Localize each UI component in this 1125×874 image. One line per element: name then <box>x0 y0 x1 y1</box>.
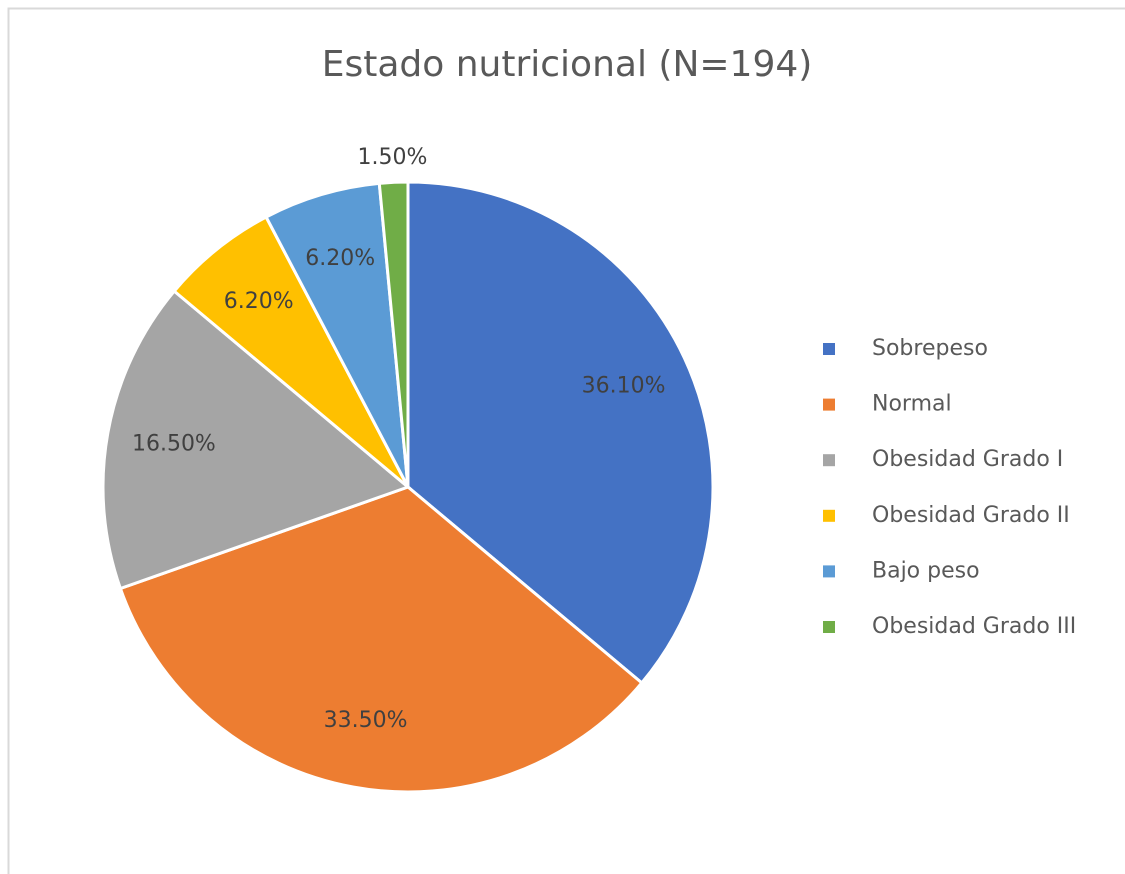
data-label: 36.10% <box>582 373 666 398</box>
data-label: 6.20% <box>305 246 375 271</box>
legend-label: Sobrepeso <box>872 336 988 361</box>
legend-label: Obesidad Grado I <box>872 447 1063 472</box>
pie-slice <box>406 180 715 686</box>
legend-swatch <box>823 343 835 355</box>
legend-swatch <box>823 398 835 411</box>
legend-label: Obesidad Grado II <box>872 503 1070 528</box>
legend-swatch <box>823 454 835 467</box>
legend-label: Bajo peso <box>872 558 980 583</box>
data-label: 6.20% <box>224 289 294 314</box>
legend-label: Normal <box>872 392 952 417</box>
pie-slice <box>101 288 411 591</box>
legend-swatch <box>823 565 835 578</box>
pie-slice <box>172 214 410 489</box>
data-label: 33.50% <box>324 708 408 733</box>
data-label: 1.50% <box>358 145 428 170</box>
chart-title: Estado nutricional (N=194) <box>322 44 813 85</box>
legend-swatch <box>823 621 835 633</box>
pie-slice <box>377 180 410 488</box>
legend-label: Obesidad Grado III <box>872 614 1076 639</box>
pie-slice <box>264 181 410 488</box>
pie-slice <box>118 485 644 794</box>
legend-swatch <box>823 509 835 522</box>
data-label: 16.50% <box>132 432 216 457</box>
